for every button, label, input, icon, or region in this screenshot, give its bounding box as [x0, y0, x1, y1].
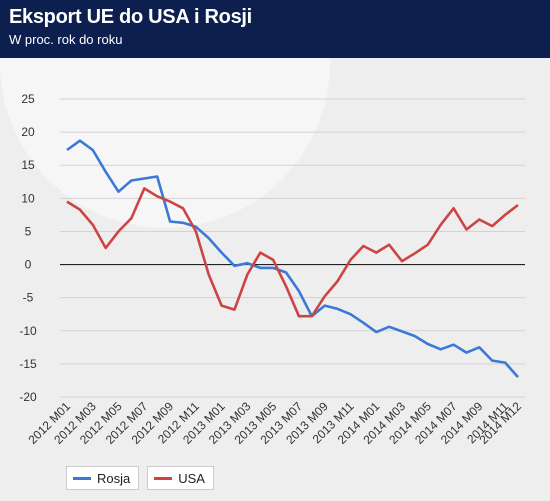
- series-line-rosja: [66, 139, 519, 378]
- watermark-disc: [0, 58, 330, 228]
- series-line-usa: [66, 187, 519, 318]
- y-tick-label: -20: [19, 390, 37, 404]
- y-tick-label: 5: [25, 224, 32, 238]
- chart-header: Eksport UE do USA i Rosji W proc. rok do…: [0, 0, 550, 58]
- y-tick-label: -5: [23, 291, 34, 305]
- legend-item-rosja[interactable]: Rosja: [66, 466, 140, 490]
- chart-subtitle: W proc. rok do roku: [9, 32, 123, 47]
- y-axis: 25 20 15 10 5 0 -5 -10 -15 -20: [19, 92, 37, 404]
- legend-swatch-usa: [154, 476, 173, 480]
- y-tick-label: -10: [19, 324, 37, 338]
- chart-title: Eksport UE do USA i Rosji: [9, 6, 252, 28]
- legend: Rosja USA: [66, 466, 214, 490]
- grid: [60, 98, 525, 398]
- legend-label-rosja: Rosja: [97, 470, 131, 486]
- y-tick-label: 25: [21, 92, 35, 106]
- legend-label-usa: USA: [178, 470, 205, 486]
- legend-item-usa[interactable]: USA: [147, 466, 214, 490]
- legend-swatch-rosja: [73, 476, 91, 480]
- y-tick-label: 15: [21, 158, 35, 172]
- series-group: [66, 139, 519, 378]
- y-tick-label: -15: [19, 357, 37, 371]
- y-tick-label: 20: [21, 125, 35, 139]
- y-tick-label: 0: [25, 258, 32, 272]
- y-tick-label: 10: [21, 191, 35, 205]
